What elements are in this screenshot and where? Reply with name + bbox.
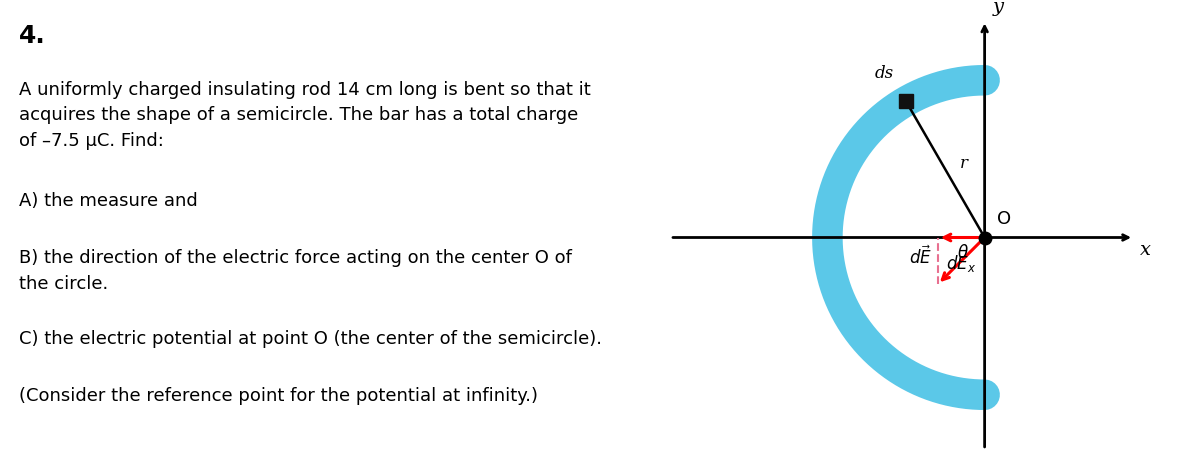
Text: A uniformly charged insulating rod 14 cm long is bent so that it
acquires the sh: A uniformly charged insulating rod 14 cm… <box>19 81 592 150</box>
Text: C) the electric potential at point O (the center of the semicircle).: C) the electric potential at point O (th… <box>19 330 602 348</box>
Text: ds: ds <box>875 66 894 83</box>
Text: $\theta$: $\theta$ <box>958 244 968 262</box>
Text: O: O <box>997 210 1012 228</box>
Text: (Consider the reference point for the potential at infinity.): (Consider the reference point for the po… <box>19 387 539 405</box>
Text: 4.: 4. <box>19 24 46 48</box>
Text: r: r <box>960 155 967 172</box>
Text: A) the measure and: A) the measure and <box>19 192 198 210</box>
Text: $d\vec{E}$: $d\vec{E}$ <box>908 246 931 268</box>
Text: x: x <box>1140 241 1151 259</box>
Polygon shape <box>899 94 913 108</box>
Text: y: y <box>992 0 1003 16</box>
Text: B) the direction of the electric force acting on the center O of
the circle.: B) the direction of the electric force a… <box>19 249 572 293</box>
Text: $dE_x$: $dE_x$ <box>947 253 977 274</box>
